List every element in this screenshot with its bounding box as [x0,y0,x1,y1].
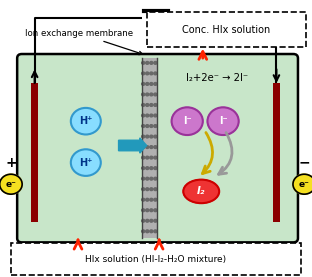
Circle shape [146,167,149,170]
Circle shape [142,156,145,159]
Circle shape [142,135,145,138]
Circle shape [142,167,145,170]
Circle shape [150,83,153,85]
Circle shape [146,198,149,201]
Circle shape [154,188,157,191]
Circle shape [142,93,145,96]
Circle shape [146,114,149,117]
Circle shape [142,219,145,222]
Circle shape [150,209,153,212]
Circle shape [154,61,157,64]
Circle shape [142,125,145,127]
Circle shape [71,149,101,176]
Circle shape [142,114,145,117]
Circle shape [146,188,149,191]
Circle shape [146,135,149,138]
Circle shape [142,177,145,180]
Circle shape [150,188,153,191]
Circle shape [154,156,157,159]
Text: I⁻: I⁻ [219,116,227,126]
Circle shape [172,107,203,135]
Circle shape [150,104,153,106]
Circle shape [154,135,157,138]
Circle shape [146,93,149,96]
Text: Ion exchange membrane: Ion exchange membrane [25,29,143,55]
Circle shape [207,107,239,135]
Bar [142,58,157,238]
Text: I₂+2e⁻ → 2I⁻: I₂+2e⁻ → 2I⁻ [186,73,248,83]
Circle shape [150,72,153,75]
Circle shape [142,146,145,148]
Circle shape [146,104,149,106]
Circle shape [150,219,153,222]
Circle shape [142,72,145,75]
Circle shape [154,125,157,127]
Circle shape [142,61,145,64]
Circle shape [142,104,145,106]
Circle shape [142,198,145,201]
Circle shape [142,83,145,85]
FancyArrow shape [119,138,147,153]
Text: H⁺: H⁺ [79,158,92,168]
Circle shape [154,93,157,96]
FancyArrowPatch shape [219,133,232,174]
FancyBboxPatch shape [17,54,298,242]
Bar [31,83,38,222]
Circle shape [154,114,157,117]
Circle shape [154,167,157,170]
Circle shape [150,93,153,96]
Circle shape [146,156,149,159]
Circle shape [142,209,145,212]
Circle shape [142,230,145,233]
Circle shape [150,61,153,64]
Circle shape [146,125,149,127]
Circle shape [146,146,149,148]
Circle shape [154,146,157,148]
Circle shape [154,198,157,201]
Text: H⁺: H⁺ [79,116,92,126]
Ellipse shape [183,179,219,203]
Circle shape [293,174,312,194]
Text: HIx solution (HI-I₂-H₂O mixture): HIx solution (HI-I₂-H₂O mixture) [85,255,227,264]
Text: e⁻: e⁻ [299,180,310,189]
Text: e⁻: e⁻ [6,180,16,189]
Circle shape [154,72,157,75]
Circle shape [150,114,153,117]
Circle shape [154,177,157,180]
Circle shape [146,177,149,180]
Circle shape [150,146,153,148]
Circle shape [142,188,145,191]
Circle shape [150,125,153,127]
Circle shape [150,177,153,180]
Circle shape [146,61,149,64]
Text: I₂: I₂ [197,186,205,196]
FancyBboxPatch shape [11,243,301,275]
Circle shape [154,104,157,106]
Circle shape [154,230,157,233]
Circle shape [150,198,153,201]
Bar [273,83,280,222]
Circle shape [150,135,153,138]
Circle shape [146,83,149,85]
Text: I⁻: I⁻ [183,116,192,126]
Circle shape [146,230,149,233]
Circle shape [150,230,153,233]
Circle shape [150,156,153,159]
Circle shape [146,72,149,75]
Text: Conc. HIx solution: Conc. HIx solution [182,25,270,35]
Circle shape [146,209,149,212]
Circle shape [71,108,101,134]
Text: +: + [5,156,17,170]
FancyArrowPatch shape [202,132,212,174]
Circle shape [154,83,157,85]
Circle shape [154,209,157,212]
FancyBboxPatch shape [147,12,306,47]
Circle shape [146,219,149,222]
Text: −: − [298,156,310,170]
Circle shape [150,167,153,170]
Circle shape [154,219,157,222]
Circle shape [0,174,22,194]
